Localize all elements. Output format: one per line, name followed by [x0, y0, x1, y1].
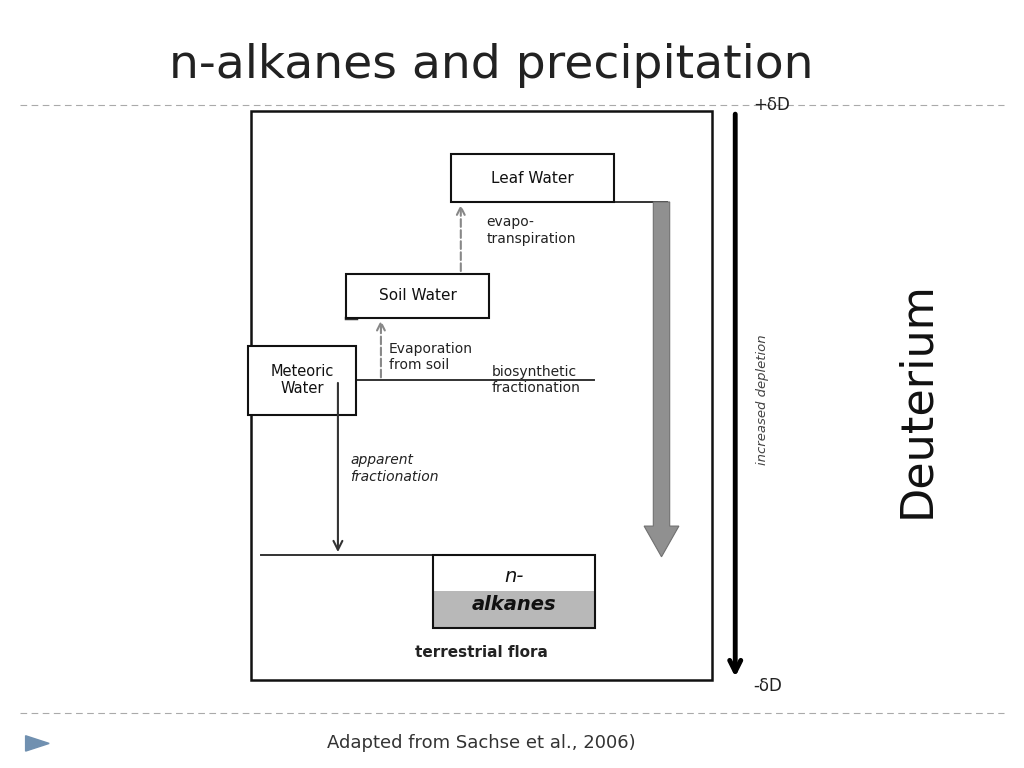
Polygon shape — [26, 736, 49, 751]
Polygon shape — [644, 202, 679, 557]
Bar — [451, 154, 614, 202]
Text: +δD: +δD — [754, 96, 791, 114]
Bar — [433, 591, 595, 628]
Bar — [433, 554, 595, 591]
Text: -δD: -δD — [754, 677, 782, 695]
Text: Meteoric
Water: Meteoric Water — [270, 364, 334, 396]
Text: Deuterium: Deuterium — [895, 281, 938, 518]
Text: Evaporation
from soil: Evaporation from soil — [389, 342, 473, 372]
Text: n-: n- — [505, 568, 523, 586]
Bar — [251, 111, 712, 680]
Text: terrestrial flora: terrestrial flora — [415, 645, 548, 660]
Text: Soil Water: Soil Water — [379, 288, 457, 303]
Bar — [346, 273, 489, 318]
Text: apparent
fractionation: apparent fractionation — [350, 453, 438, 484]
Text: Adapted from Sachse et al., 2006): Adapted from Sachse et al., 2006) — [327, 734, 636, 753]
Text: Leaf Water: Leaf Water — [492, 170, 573, 186]
Text: increased depletion: increased depletion — [757, 334, 769, 465]
Bar — [433, 554, 595, 628]
Text: alkanes: alkanes — [472, 595, 556, 614]
Bar — [248, 346, 356, 415]
Text: biosynthetic
fractionation: biosynthetic fractionation — [492, 365, 581, 396]
Text: evapo-
transpiration: evapo- transpiration — [486, 215, 575, 246]
Text: n-alkanes and precipitation: n-alkanes and precipitation — [169, 43, 814, 88]
